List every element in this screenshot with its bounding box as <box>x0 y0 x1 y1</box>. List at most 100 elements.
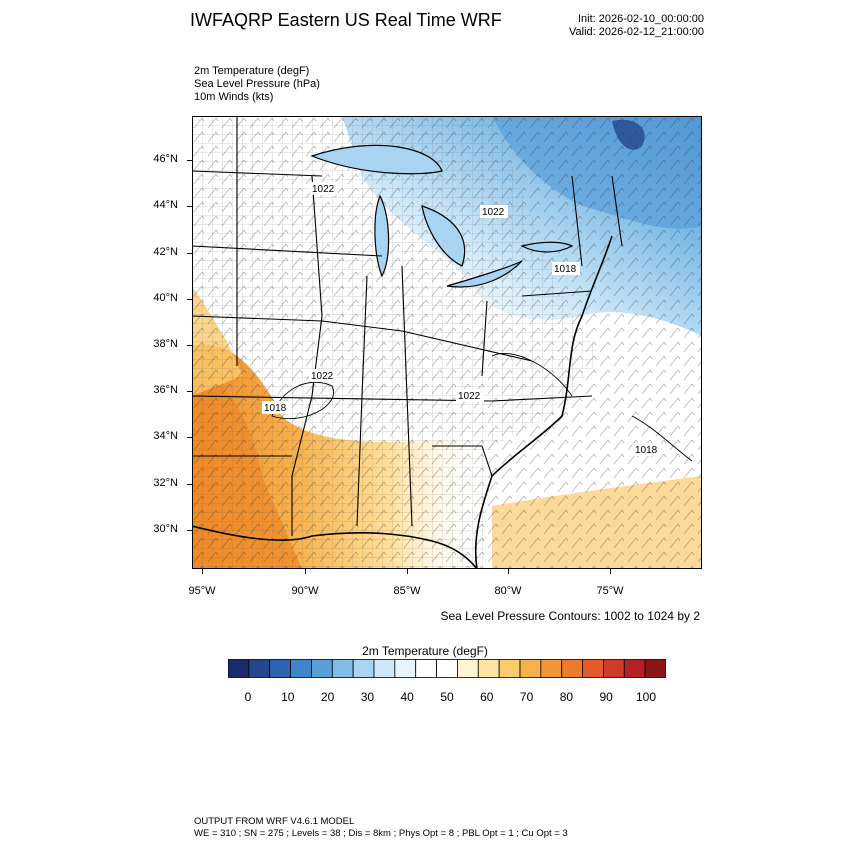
wind-barbs <box>192 116 702 569</box>
longitude-tick <box>610 569 611 574</box>
pressure-label: 1022 <box>458 391 481 402</box>
weather-map: 1022 1022 1018 1022 1018 1022 1018 <box>191 116 702 570</box>
colorbar-swatch <box>540 659 563 678</box>
pressure-label: 1022 <box>312 184 335 195</box>
longitude-tick-label: 85°W <box>393 585 421 597</box>
pressure-label: 1022 <box>482 207 505 218</box>
latitude-tick <box>187 253 192 254</box>
latitude-tick <box>187 345 192 346</box>
colorbar-swatch <box>477 659 500 678</box>
latitude-tick-label: 46°N <box>153 153 178 165</box>
pressure-labels: 1022 1022 1018 1022 1018 1022 1018 <box>262 182 661 456</box>
colorbar-swatch <box>623 659 646 678</box>
state-boundaries <box>191 116 623 536</box>
colorbar-tick-label: 60 <box>480 690 494 704</box>
valid-time: Valid: 2026-02-12_21:00:00 <box>569 26 704 38</box>
colorbar-swatch <box>436 659 458 678</box>
init-time: Init: 2026-02-10_00:00:00 <box>578 13 704 25</box>
colorbar-swatch <box>457 659 479 678</box>
pressure-label: 1018 <box>554 264 577 275</box>
colorbar-swatch <box>331 659 354 678</box>
latitude-tick <box>187 299 192 300</box>
colorbar-swatch <box>519 659 542 678</box>
latitude-tick <box>187 391 192 392</box>
colorbar-title: 2m Temperature (degF) <box>362 644 488 658</box>
latitude-tick-label: 40°N <box>153 292 178 304</box>
pressure-label-box <box>552 262 580 275</box>
gulf-coastline <box>191 525 478 570</box>
longitude-tick-label: 95°W <box>188 585 216 597</box>
pressure-label: 1022 <box>311 371 334 382</box>
latitude-tick <box>187 530 192 531</box>
latitude-tick-label: 30°N <box>153 523 178 535</box>
latitude-tick <box>187 206 192 207</box>
latitude-tick <box>187 160 192 161</box>
colorbar-tick-label: 10 <box>281 690 295 704</box>
longitude-tick <box>508 569 509 574</box>
colorbar-swatch <box>561 659 583 678</box>
colorbar-svg <box>227 659 667 678</box>
pressure-label-box <box>480 205 508 218</box>
lake-huron <box>421 205 466 267</box>
init-valid-block: Init: 2026-02-10_00:00:00 Valid: 2026-02… <box>569 13 704 39</box>
footer-line1: OUTPUT FROM WRF V4.6.1 MODEL <box>194 816 355 827</box>
colorbar-tick-label: 40 <box>400 690 414 704</box>
colorbar-tick-label: 100 <box>635 690 657 704</box>
map-svg: 1022 1022 1018 1022 1018 1022 1018 <box>191 116 702 570</box>
longitude-tick <box>202 569 203 574</box>
colorbar-tick-label: 20 <box>320 690 335 704</box>
colorbar-swatch <box>227 659 250 678</box>
chart-title: IWFAQRP Eastern US Real Time WRF <box>190 10 502 30</box>
footer-line2: WE = 310 ; SN = 275 ; Levels = 38 ; Dis … <box>194 828 568 839</box>
latitude-tick <box>187 484 192 485</box>
longitude-tick-label: 75°W <box>596 585 624 597</box>
pressure-label-box <box>262 401 290 414</box>
model-footer: OUTPUT FROM WRF V4.6.1 MODEL WE = 310 ; … <box>194 816 568 840</box>
colorbar-tick-label: 70 <box>519 690 534 704</box>
latitude-tick-label: 36°N <box>153 384 178 396</box>
pressure-label-box <box>309 369 337 382</box>
latitude-tick-label: 42°N <box>153 246 178 258</box>
lake-superior <box>310 144 443 175</box>
pressure-label-box <box>456 389 484 402</box>
longitude-tick <box>407 569 408 574</box>
field-temperature: 2m Temperature (degF) <box>194 65 310 77</box>
pressure-label-box <box>633 443 661 456</box>
colorbar-swatch <box>394 659 417 678</box>
longitude-tick-label: 80°W <box>494 585 522 597</box>
latitude-tick-label: 38°N <box>153 338 178 350</box>
colorbar-tick-label: 50 <box>440 690 454 704</box>
colorbar-swatch <box>603 659 625 678</box>
colorbar-swatch <box>415 659 437 678</box>
map-frame <box>192 116 702 569</box>
lake-ontario <box>520 241 574 253</box>
contour-note: Sea Level Pressure Contours: 1002 to 102… <box>440 609 701 623</box>
longitude-tick-label: 90°W <box>291 585 319 597</box>
pressure-label: 1018 <box>264 403 287 414</box>
latitude-tick-label: 34°N <box>153 430 178 442</box>
field-list: 2m Temperature (degF) Sea Level Pressure… <box>194 65 320 104</box>
atlantic-coastline <box>474 235 613 570</box>
field-winds: 10m Winds (kts) <box>194 91 274 103</box>
colorbar-swatch <box>352 659 375 678</box>
latitude-tick-label: 32°N <box>153 477 178 489</box>
colorbar-tick-label: 90 <box>599 690 613 704</box>
colorbar-tick-label: 0 <box>244 690 252 704</box>
pressure-contours <box>271 352 693 462</box>
colorbar-swatch <box>582 659 604 678</box>
pressure-label-box <box>310 182 338 195</box>
colorbar-swatch <box>269 659 291 678</box>
colorbar <box>227 659 667 678</box>
colorbar-tick-label: 30 <box>360 690 375 704</box>
colorbar-swatch <box>373 659 396 678</box>
colorbar-swatch <box>644 659 667 678</box>
field-pressure: Sea Level Pressure (hPa) <box>194 78 320 90</box>
longitude-tick <box>305 569 306 574</box>
colorbar-swatch <box>311 659 333 678</box>
latitude-tick <box>187 437 192 438</box>
colorbar-swatch <box>498 659 521 678</box>
colorbar-tick-label: 80 <box>559 690 574 704</box>
colorbar-swatch <box>248 659 271 678</box>
lake-erie <box>446 260 523 288</box>
pressure-label: 1018 <box>635 445 658 456</box>
